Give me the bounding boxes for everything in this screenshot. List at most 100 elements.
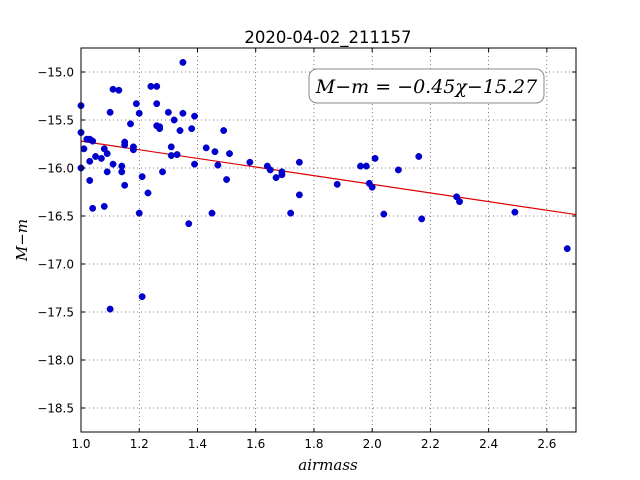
data-point <box>214 161 222 169</box>
y-tick-label: −15.5 <box>37 114 74 128</box>
x-tick-label: 1.8 <box>304 437 323 451</box>
data-point <box>121 141 129 149</box>
data-point <box>135 209 143 217</box>
data-point <box>138 293 146 301</box>
data-point <box>144 189 152 197</box>
data-point <box>121 181 129 189</box>
data-point <box>456 198 463 206</box>
data-point <box>371 154 379 162</box>
data-point <box>246 158 254 166</box>
data-point <box>223 176 231 183</box>
data-point <box>191 112 199 120</box>
data-point <box>202 144 210 152</box>
data-point <box>167 143 175 151</box>
x-tick-labels: 1.0 1.2 1.4 1.6 1.8 2.0 2.2 2.4 2.6 <box>71 437 556 451</box>
data-point <box>511 208 519 216</box>
y-tick-label: −18.0 <box>37 354 74 368</box>
data-point <box>164 108 172 116</box>
data-point <box>132 100 140 108</box>
data-point <box>220 127 228 135</box>
data-point <box>394 166 402 174</box>
data-point <box>380 210 388 218</box>
x-tick-label: 2.0 <box>363 437 382 451</box>
data-point <box>295 191 303 199</box>
data-point <box>185 220 193 228</box>
data-point <box>208 209 216 217</box>
y-tick-label: −16.5 <box>37 210 74 224</box>
data-point <box>191 160 199 168</box>
data-point <box>415 153 423 160</box>
data-point <box>179 109 187 117</box>
data-point <box>109 160 117 168</box>
data-point <box>92 153 100 160</box>
data-point <box>272 174 280 182</box>
data-point <box>211 148 219 156</box>
data-point <box>135 109 143 117</box>
chart-title: 2020-04-02_211157 <box>244 28 411 48</box>
data-point <box>295 158 303 166</box>
data-point <box>109 85 117 93</box>
data-point <box>106 108 114 116</box>
data-point <box>89 137 97 145</box>
data-point <box>287 209 295 217</box>
plot-area-background <box>81 48 576 432</box>
data-point <box>333 180 341 188</box>
data-point <box>138 173 146 181</box>
data-point <box>86 157 94 165</box>
x-tick-label: 2.4 <box>479 437 498 451</box>
data-point <box>278 168 286 176</box>
y-tick-label: −18.5 <box>37 402 74 416</box>
data-point <box>418 215 426 223</box>
x-axis-label: airmass <box>298 456 358 474</box>
data-point <box>106 305 114 313</box>
y-tick-label: −16.0 <box>37 162 74 176</box>
data-point <box>100 202 108 210</box>
data-point <box>153 100 161 108</box>
data-point <box>362 162 370 170</box>
data-point <box>153 82 161 90</box>
data-point <box>266 166 274 174</box>
data-point <box>368 183 376 191</box>
fit-line <box>80 140 577 216</box>
x-tick-label: 2.6 <box>537 437 556 451</box>
x-tick-label: 1.0 <box>71 437 90 451</box>
data-point <box>226 150 233 158</box>
data-point <box>179 58 187 66</box>
x-tick-label: 1.4 <box>188 437 207 451</box>
data-point <box>170 116 178 124</box>
data-point <box>167 152 175 159</box>
axis-ticks <box>80 48 576 432</box>
data-point <box>129 146 137 154</box>
data-point <box>176 127 184 135</box>
x-tick-label: 1.6 <box>246 437 265 451</box>
data-points <box>77 58 571 313</box>
x-tick-label: 2.2 <box>421 437 440 451</box>
data-point <box>156 123 164 131</box>
data-point <box>118 162 126 170</box>
data-point <box>159 168 166 176</box>
data-point <box>115 86 123 94</box>
fit-equation-frame <box>308 68 545 104</box>
data-point <box>103 150 111 158</box>
data-point <box>147 82 155 90</box>
data-point <box>80 145 88 153</box>
y-tick-label: −17.0 <box>37 258 74 272</box>
data-point <box>357 162 364 170</box>
fit-equation-text: M−m = −0.45χ−15.27 <box>315 76 538 98</box>
grid-lines <box>80 48 576 432</box>
data-point <box>173 151 181 159</box>
x-tick-label: 1.2 <box>130 437 149 451</box>
y-axis-label: M−m <box>13 219 31 262</box>
y-tick-label: −15.0 <box>37 66 74 80</box>
data-point <box>188 125 196 133</box>
fit-equation-box: M−m = −0.45χ−15.27 <box>308 68 545 104</box>
data-point <box>89 204 97 212</box>
y-tick-labels: −15.0 −15.5 −16.0 −16.5 −17.0 −17.5 −18.0 −18.5 <box>37 66 74 416</box>
plot-frame <box>80 47 577 433</box>
data-point <box>97 154 105 162</box>
data-point <box>103 168 111 176</box>
data-point <box>127 120 134 128</box>
fit-line-layer <box>80 140 577 216</box>
